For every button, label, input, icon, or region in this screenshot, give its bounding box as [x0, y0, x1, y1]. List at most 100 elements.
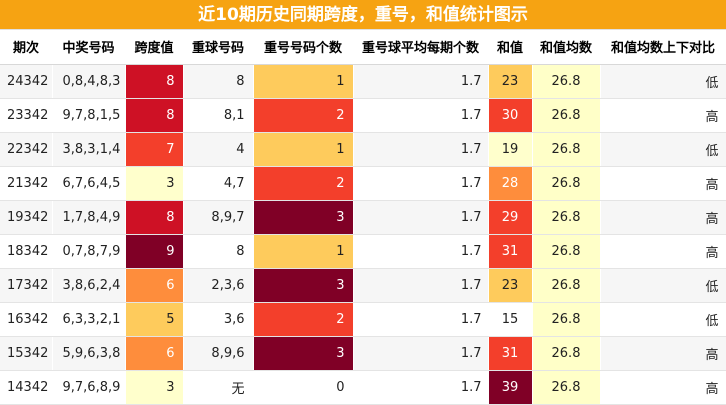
table-row: 15342 5,9,6,3,8 6 8,9,6 3 1.7 31 26.8 高: [0, 336, 726, 371]
cell-span: 7: [125, 132, 184, 167]
cell-repeat: 无: [183, 370, 254, 405]
header-repeat: 重球号码: [183, 30, 253, 65]
cell-numbers: 3,8,3,1,4: [52, 132, 126, 167]
cell-repeat-count: 1: [253, 234, 354, 269]
cell-compare: 高: [600, 336, 726, 371]
cell-period: 18342: [0, 234, 53, 269]
cell-repeat-count: 1: [253, 132, 354, 167]
cell-compare: 高: [600, 200, 726, 235]
cell-compare: 高: [600, 234, 726, 269]
cell-compare: 高: [600, 98, 726, 133]
header-sum: 和值: [488, 30, 532, 65]
cell-span: 9: [125, 234, 184, 269]
cell-span: 8: [125, 200, 184, 235]
cell-sum-avg: 26.8: [532, 234, 601, 269]
cell-repeat: 4: [183, 132, 254, 167]
page-title: 近10期历史同期跨度，重号，和值统计图示: [0, 0, 726, 30]
cell-period: 17342: [0, 268, 53, 303]
table-row: 14342 9,7,6,8,9 3 无 0 1.7 39 26.8 高: [0, 370, 726, 405]
cell-numbers: 5,9,6,3,8: [52, 336, 126, 371]
cell-sum-avg: 26.8: [532, 336, 601, 371]
cell-repeat-count: 3: [253, 200, 354, 235]
cell-numbers: 9,7,8,1,5: [52, 98, 126, 133]
cell-repeat-avg: 1.7: [353, 132, 489, 167]
cell-numbers: 0,8,4,8,3: [52, 64, 126, 99]
cell-sum-avg: 26.8: [532, 98, 601, 133]
cell-repeat-count: 3: [253, 268, 354, 303]
cell-period: 22342: [0, 132, 53, 167]
cell-span: 6: [125, 268, 184, 303]
cell-compare: 高: [600, 370, 726, 405]
cell-repeat: 2,3,6: [183, 268, 254, 303]
cell-repeat-count: 2: [253, 166, 354, 201]
cell-repeat: 8,9,7: [183, 200, 254, 235]
cell-sum: 19: [488, 132, 533, 167]
cell-sum-avg: 26.8: [532, 132, 601, 167]
cell-repeat-avg: 1.7: [353, 200, 489, 235]
cell-repeat-avg: 1.7: [353, 336, 489, 371]
cell-repeat: 8,9,6: [183, 336, 254, 371]
cell-repeat: 8: [183, 234, 254, 269]
cell-numbers: 1,7,8,4,9: [52, 200, 126, 235]
cell-numbers: 3,8,6,2,4: [52, 268, 126, 303]
cell-repeat-avg: 1.7: [353, 268, 489, 303]
cell-sum-avg: 26.8: [532, 166, 601, 201]
cell-span: 8: [125, 64, 184, 99]
cell-sum-avg: 26.8: [532, 200, 601, 235]
table-row: 19342 1,7,8,4,9 8 8,9,7 3 1.7 29 26.8 高: [0, 200, 726, 235]
cell-repeat-count: 2: [253, 98, 354, 133]
header-span: 跨度值: [125, 30, 183, 65]
cell-repeat-count: 1: [253, 64, 354, 99]
table-row: 18342 0,7,8,7,9 9 8 1 1.7 31 26.8 高: [0, 234, 726, 269]
cell-repeat: 4,7: [183, 166, 254, 201]
cell-compare: 低: [600, 302, 726, 337]
cell-span: 5: [125, 302, 184, 337]
table-row: 16342 6,3,3,2,1 5 3,6 2 1.7 15 26.8 低: [0, 302, 726, 337]
cell-repeat: 8: [183, 64, 254, 99]
cell-numbers: 6,7,6,4,5: [52, 166, 126, 201]
cell-span: 3: [125, 166, 184, 201]
cell-sum: 31: [488, 234, 533, 269]
header-period: 期次: [0, 30, 52, 65]
header-repeat-count: 重号号码个数: [253, 30, 353, 65]
cell-period: 19342: [0, 200, 53, 235]
cell-repeat-avg: 1.7: [353, 98, 489, 133]
cell-repeat-avg: 1.7: [353, 234, 489, 269]
cell-repeat-avg: 1.7: [353, 166, 489, 201]
cell-span: 8: [125, 98, 184, 133]
table-row: 23342 9,7,8,1,5 8 8,1 2 1.7 30 26.8 高: [0, 98, 726, 133]
cell-sum: 31: [488, 336, 533, 371]
header-sum-avg: 和值均数: [532, 30, 600, 65]
cell-repeat-avg: 1.7: [353, 370, 489, 405]
cell-compare: 高: [600, 166, 726, 201]
cell-repeat-avg: 1.7: [353, 64, 489, 99]
cell-repeat: 3,6: [183, 302, 254, 337]
cell-sum: 23: [488, 268, 533, 303]
cell-period: 14342: [0, 370, 53, 405]
cell-compare: 低: [600, 64, 726, 99]
cell-repeat: 8,1: [183, 98, 254, 133]
cell-sum: 29: [488, 200, 533, 235]
cell-numbers: 9,7,6,8,9: [52, 370, 126, 405]
cell-sum-avg: 26.8: [532, 64, 601, 99]
header-numbers: 中奖号码: [52, 30, 125, 65]
cell-numbers: 6,3,3,2,1: [52, 302, 126, 337]
header-repeat-avg: 重号球平均每期个数: [353, 30, 488, 65]
table-row: 24342 0,8,4,8,3 8 8 1 1.7 23 26.8 低: [0, 64, 726, 99]
cell-period: 16342: [0, 302, 53, 337]
cell-repeat-count: 2: [253, 302, 354, 337]
cell-sum: 30: [488, 98, 533, 133]
cell-repeat-count: 0: [253, 370, 354, 405]
table-header-row: 期次 中奖号码 跨度值 重球号码 重号号码个数 重号球平均每期个数 和值 和值均…: [0, 30, 726, 65]
cell-period: 15342: [0, 336, 53, 371]
header-compare: 和值均数上下对比: [600, 30, 726, 65]
cell-compare: 低: [600, 268, 726, 303]
cell-repeat-count: 3: [253, 336, 354, 371]
cell-period: 23342: [0, 98, 53, 133]
cell-sum-avg: 26.8: [532, 302, 601, 337]
cell-span: 3: [125, 370, 184, 405]
cell-sum: 28: [488, 166, 533, 201]
table-body: 24342 0,8,4,8,3 8 8 1 1.7 23 26.8 低 23342 9,7,8,1,…: [0, 64, 726, 405]
cell-period: 21342: [0, 166, 53, 201]
cell-sum: 15: [488, 302, 533, 337]
